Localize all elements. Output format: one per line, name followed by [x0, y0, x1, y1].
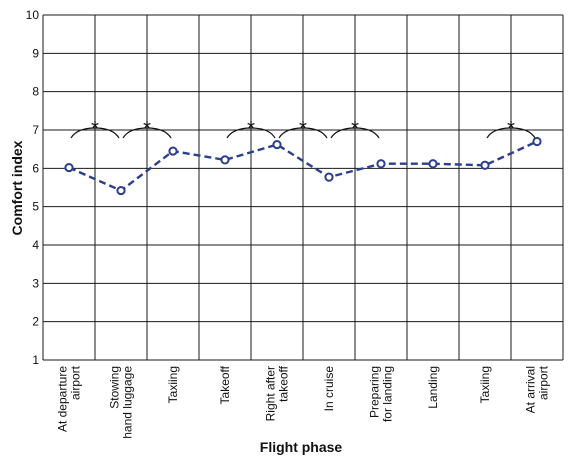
x-tick-label: Preparing for landing: [368, 366, 395, 422]
significance-bracket: [226, 127, 276, 139]
significance-bracket: [486, 127, 536, 139]
y-tick-label: 10: [26, 8, 40, 22]
svg-text:At arrival: At arrival: [524, 366, 538, 413]
significance-star: *: [507, 118, 515, 140]
data-point: [272, 139, 282, 150]
significance-bracket: [70, 127, 120, 139]
svg-text:airport: airport: [69, 365, 83, 400]
svg-text:Taxiing: Taxiing: [478, 366, 492, 403]
svg-text:takeoff: takeoff: [277, 365, 291, 401]
x-tick-label: In cruise: [322, 366, 336, 412]
significance-brackets: * * * * * *: [70, 118, 536, 140]
y-tick-label: 3: [32, 276, 39, 290]
significance-star: *: [299, 118, 307, 140]
y-tick-label: 6: [32, 161, 39, 175]
significance-star: *: [91, 118, 99, 140]
series-comfort-index: [64, 136, 542, 196]
x-tick-label: At departure airport: [56, 365, 83, 432]
x-tick-label: Taxiing: [166, 366, 180, 403]
svg-text:for landing: for landing: [381, 366, 395, 422]
significance-bracket: [122, 127, 172, 139]
data-point: [480, 160, 490, 170]
y-tick-label: 8: [32, 85, 39, 99]
x-tick-label: At arrival airport: [524, 365, 551, 413]
significance-bracket: [330, 127, 380, 139]
svg-text:airport: airport: [537, 365, 551, 400]
x-tick-labels: At departure airport Stowing hand luggage Ta…: [56, 365, 551, 438]
svg-text:Stowing: Stowing: [108, 366, 122, 409]
data-point: [64, 162, 74, 173]
svg-text:At departure: At departure: [56, 366, 70, 432]
svg-text:Right after: Right after: [264, 366, 278, 421]
x-axis-title: Flight phase: [260, 439, 343, 455]
svg-text:Landing: Landing: [426, 366, 440, 409]
significance-bracket: [278, 127, 328, 139]
x-tick-label: Landing: [426, 366, 440, 409]
data-point: [532, 136, 542, 147]
data-point: [168, 146, 178, 156]
significance-star: *: [247, 118, 255, 140]
svg-text:Preparing: Preparing: [368, 366, 382, 418]
x-tick-label: Taxiing: [478, 366, 492, 403]
data-point: [324, 172, 334, 182]
svg-text:In cruise: In cruise: [322, 366, 336, 412]
x-tick-label: Stowing hand luggage: [108, 366, 135, 439]
grid: [42, 14, 564, 361]
significance-star: *: [143, 118, 151, 140]
svg-text:Taxiing: Taxiing: [166, 366, 180, 403]
x-tick-label: Takeoff: [218, 365, 232, 404]
svg-text:Takeoff: Takeoff: [218, 365, 232, 404]
y-tick-labels: 1 2 3 4 5 6 7 8 9 10: [26, 8, 40, 367]
data-point: [220, 155, 230, 165]
significance-star: *: [351, 118, 359, 140]
y-tick-label: 9: [32, 46, 39, 60]
data-point: [376, 159, 386, 169]
series-line: [68, 140, 538, 192]
svg-text:hand luggage: hand luggage: [121, 366, 135, 439]
data-point: [116, 185, 126, 196]
data-point: [428, 159, 438, 169]
y-tick-label: 4: [32, 238, 39, 252]
y-tick-label: 1: [32, 353, 39, 367]
y-tick-label: 5: [32, 200, 39, 214]
y-axis-title: Comfort index: [9, 140, 25, 235]
x-tick-label: Right after takeoff: [264, 365, 291, 421]
y-tick-label: 2: [32, 315, 39, 329]
y-tick-label: 7: [32, 123, 39, 137]
